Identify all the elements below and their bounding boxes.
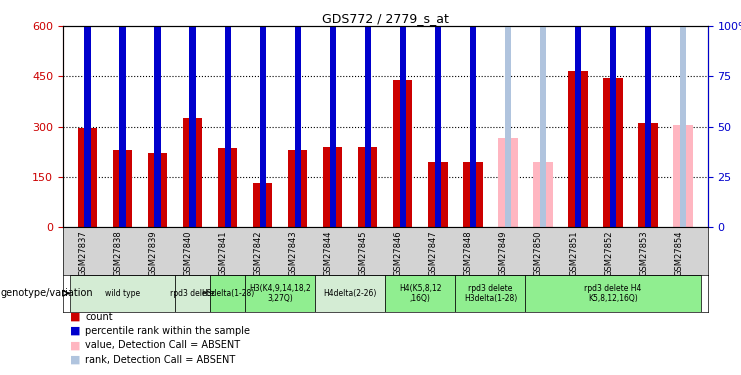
Bar xyxy=(315,274,385,312)
Bar xyxy=(540,0,546,227)
Bar xyxy=(119,0,126,227)
Bar xyxy=(463,162,482,227)
Text: rpd3 delete
H3delta(1-28): rpd3 delete H3delta(1-28) xyxy=(464,284,517,303)
Bar xyxy=(603,78,622,227)
Bar xyxy=(330,0,336,227)
Bar xyxy=(428,162,448,227)
Text: GSM27838: GSM27838 xyxy=(113,231,122,276)
Text: ■: ■ xyxy=(70,340,81,350)
Bar xyxy=(568,71,588,227)
Text: genotype/variation: genotype/variation xyxy=(1,288,93,298)
Text: rpd3 delete: rpd3 delete xyxy=(170,289,215,298)
Text: rpd3 delete H4
K5,8,12,16Q): rpd3 delete H4 K5,8,12,16Q) xyxy=(585,284,642,303)
Text: GSM27841: GSM27841 xyxy=(219,231,227,276)
Bar xyxy=(470,0,476,227)
Bar xyxy=(575,0,581,227)
Text: GSM27845: GSM27845 xyxy=(359,231,368,276)
Title: GDS772 / 2779_s_at: GDS772 / 2779_s_at xyxy=(322,12,449,25)
Text: GSM27848: GSM27848 xyxy=(464,231,473,276)
Bar xyxy=(645,0,651,227)
Bar xyxy=(190,0,196,227)
Text: ■: ■ xyxy=(70,326,81,336)
Text: GSM27842: GSM27842 xyxy=(253,231,263,276)
Bar xyxy=(218,148,237,227)
Text: percentile rank within the sample: percentile rank within the sample xyxy=(85,326,250,336)
Bar xyxy=(399,0,406,227)
Text: ■: ■ xyxy=(70,355,81,364)
Bar xyxy=(175,274,210,312)
Text: GSM27840: GSM27840 xyxy=(184,231,193,276)
Bar xyxy=(610,0,617,227)
Text: H3delta(1-28): H3delta(1-28) xyxy=(201,289,254,298)
Bar xyxy=(225,0,230,227)
Text: value, Detection Call = ABSENT: value, Detection Call = ABSENT xyxy=(85,340,240,350)
Text: count: count xyxy=(85,312,113,322)
Text: H3(K4,9,14,18,2
3,27Q): H3(K4,9,14,18,2 3,27Q) xyxy=(249,284,311,303)
Bar xyxy=(288,150,308,227)
Bar xyxy=(385,274,456,312)
Text: GSM27850: GSM27850 xyxy=(534,231,543,276)
Text: wild type: wild type xyxy=(105,289,140,298)
Text: GSM27839: GSM27839 xyxy=(149,231,158,276)
Text: ■: ■ xyxy=(70,312,81,322)
Bar xyxy=(323,147,342,227)
Bar xyxy=(70,274,175,312)
Text: GSM27843: GSM27843 xyxy=(289,231,298,276)
Bar xyxy=(183,118,202,227)
Text: rank, Detection Call = ABSENT: rank, Detection Call = ABSENT xyxy=(85,355,236,364)
Bar xyxy=(393,80,413,227)
Bar xyxy=(505,0,511,227)
Bar xyxy=(154,0,161,227)
Text: GSM27849: GSM27849 xyxy=(499,231,508,276)
Text: H4delta(2-26): H4delta(2-26) xyxy=(324,289,377,298)
Bar xyxy=(295,0,301,227)
Bar xyxy=(498,138,517,227)
Bar xyxy=(639,123,658,227)
Text: GSM27837: GSM27837 xyxy=(79,231,87,276)
Bar xyxy=(358,147,377,227)
Text: H4(K5,8,12
,16Q): H4(K5,8,12 ,16Q) xyxy=(399,284,442,303)
Bar xyxy=(245,274,315,312)
Bar xyxy=(456,274,525,312)
Bar xyxy=(84,0,90,227)
Text: GSM27844: GSM27844 xyxy=(324,231,333,276)
Bar xyxy=(534,162,553,227)
Bar xyxy=(259,0,266,227)
Bar xyxy=(113,150,132,227)
Bar xyxy=(78,128,97,227)
Text: GSM27853: GSM27853 xyxy=(639,231,648,276)
Bar xyxy=(210,274,245,312)
Text: GSM27847: GSM27847 xyxy=(429,231,438,276)
Text: GSM27852: GSM27852 xyxy=(604,231,613,276)
Bar xyxy=(253,183,273,227)
Bar xyxy=(435,0,441,227)
Text: GSM27846: GSM27846 xyxy=(393,231,403,276)
Bar xyxy=(365,0,371,227)
Text: GSM27854: GSM27854 xyxy=(674,231,683,276)
Bar xyxy=(680,0,686,227)
Bar xyxy=(674,125,693,227)
Text: GSM27851: GSM27851 xyxy=(569,231,578,276)
Bar xyxy=(525,274,701,312)
Bar xyxy=(148,153,167,227)
